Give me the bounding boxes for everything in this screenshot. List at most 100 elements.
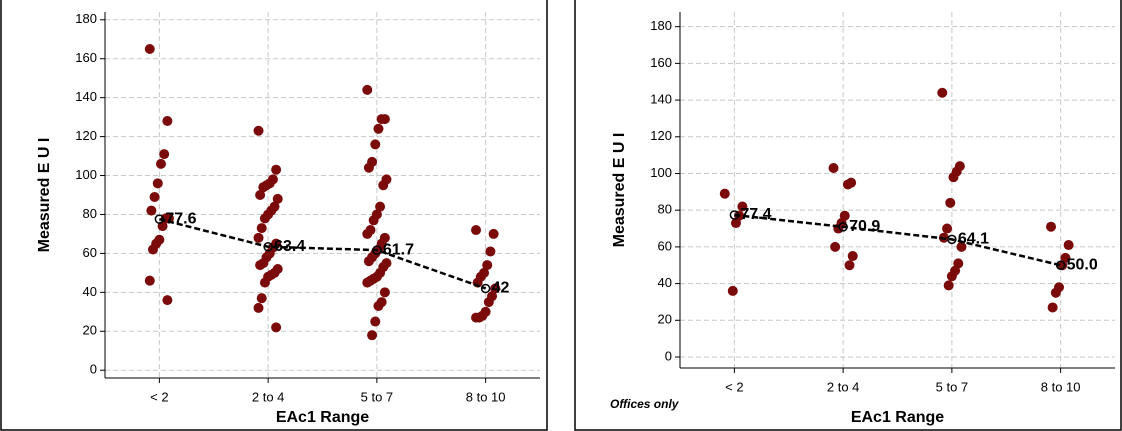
y-tick-label: 80 <box>658 202 672 217</box>
x-axis-label: EAc1 Range <box>276 409 369 426</box>
data-point <box>259 277 270 288</box>
data-point <box>144 275 155 286</box>
x-tick-label: < 2 <box>725 379 743 394</box>
data-point <box>471 225 482 236</box>
data-point <box>271 164 282 175</box>
mean-label: 63.4 <box>274 238 305 255</box>
y-tick-label: 120 <box>650 128 672 143</box>
y-tick-label: 160 <box>650 55 672 70</box>
x-axis-label: EAc1 Range <box>851 409 944 426</box>
data-point <box>146 205 157 216</box>
data-point <box>830 241 841 252</box>
data-point <box>1050 287 1061 298</box>
data-point <box>362 84 373 95</box>
data-point <box>363 256 374 267</box>
mean-marker <box>154 214 165 224</box>
data-point <box>948 172 959 183</box>
y-tick-label: 40 <box>658 275 672 290</box>
x-tick-label: < 2 <box>150 389 168 404</box>
data-point <box>373 123 384 134</box>
y-axis-label: Measured E U I <box>611 133 628 248</box>
x-tick-label: 5 to 7 <box>361 389 394 404</box>
y-tick-label: 140 <box>75 89 97 104</box>
data-point <box>842 179 853 190</box>
data-point <box>485 246 496 257</box>
mean-marker <box>947 234 957 245</box>
mean-marker <box>838 222 848 232</box>
mean-marker <box>263 242 273 252</box>
y-axis-label: Measured E U I <box>36 138 53 253</box>
data-point <box>363 162 374 173</box>
x-tick-label: 8 to 10 <box>466 389 506 404</box>
data-point <box>255 190 266 200</box>
data-point <box>155 158 166 169</box>
data-point <box>255 260 266 271</box>
data-point <box>373 300 384 311</box>
data-point <box>942 223 953 234</box>
data-point <box>256 223 267 234</box>
data-point <box>483 297 494 308</box>
data-point <box>368 215 379 226</box>
data-point <box>367 330 378 341</box>
data-point <box>362 277 373 288</box>
y-tick-label: 100 <box>75 167 97 182</box>
data-point <box>370 139 381 150</box>
data-point <box>844 260 855 271</box>
data-point <box>482 260 493 271</box>
y-tick-label: 140 <box>650 92 672 107</box>
data-point <box>946 271 957 282</box>
data-point <box>379 287 390 298</box>
mean-label: 61.7 <box>383 241 414 258</box>
y-tick-label: 60 <box>658 238 672 253</box>
data-point <box>259 213 270 224</box>
data-point <box>362 228 373 239</box>
data-point <box>1057 260 1068 271</box>
data-point <box>727 285 738 296</box>
mean-marker <box>1055 260 1066 270</box>
y-tick-label: 100 <box>650 165 672 180</box>
mean-marker <box>729 210 740 220</box>
data-point <box>937 87 948 98</box>
mean-label: 70.9 <box>849 218 880 235</box>
data-point <box>1046 221 1057 232</box>
data-point <box>730 218 741 229</box>
data-point <box>162 295 173 306</box>
data-point <box>152 178 163 189</box>
y-tick-label: 120 <box>75 128 97 143</box>
y-tick-label: 160 <box>75 50 97 65</box>
data-point <box>1063 240 1074 251</box>
data-point <box>256 293 267 304</box>
data-point <box>258 182 269 193</box>
annotation: Offices only <box>610 397 680 411</box>
y-tick-label: 180 <box>650 18 672 33</box>
y-tick-label: 20 <box>83 323 97 338</box>
x-tick-label: 5 to 7 <box>936 379 969 394</box>
data-point <box>847 251 858 262</box>
mean-label: 64.1 <box>958 231 989 248</box>
data-point <box>253 125 264 136</box>
data-point <box>945 197 956 208</box>
data-point <box>956 241 967 252</box>
x-tick-label: 2 to 4 <box>827 379 860 394</box>
data-point <box>378 180 389 191</box>
data-point <box>370 316 381 327</box>
panel-border <box>0 0 548 431</box>
data-point <box>943 280 954 291</box>
data-point <box>144 43 155 54</box>
y-tick-label: 20 <box>658 312 672 327</box>
y-tick-label: 0 <box>90 362 97 377</box>
data-point <box>147 244 158 255</box>
x-tick-label: 2 to 4 <box>252 389 285 404</box>
data-point <box>253 232 264 243</box>
mean-marker <box>372 245 382 255</box>
mean-label: 42 <box>492 280 510 297</box>
data-point <box>828 162 839 173</box>
data-point <box>162 116 173 127</box>
data-point <box>471 312 482 323</box>
y-tick-label: 40 <box>83 284 97 299</box>
data-point <box>376 114 387 125</box>
y-tick-label: 60 <box>83 245 97 260</box>
data-point <box>271 322 282 333</box>
data-point <box>488 228 499 239</box>
